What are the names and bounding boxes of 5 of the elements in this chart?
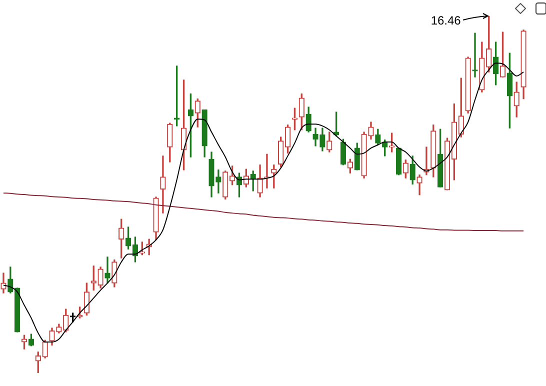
candlestick <box>160 156 166 214</box>
annotation: 16.46 <box>430 13 462 28</box>
candlestick <box>104 256 110 284</box>
candlestick <box>472 32 478 78</box>
candlestick <box>216 170 222 194</box>
